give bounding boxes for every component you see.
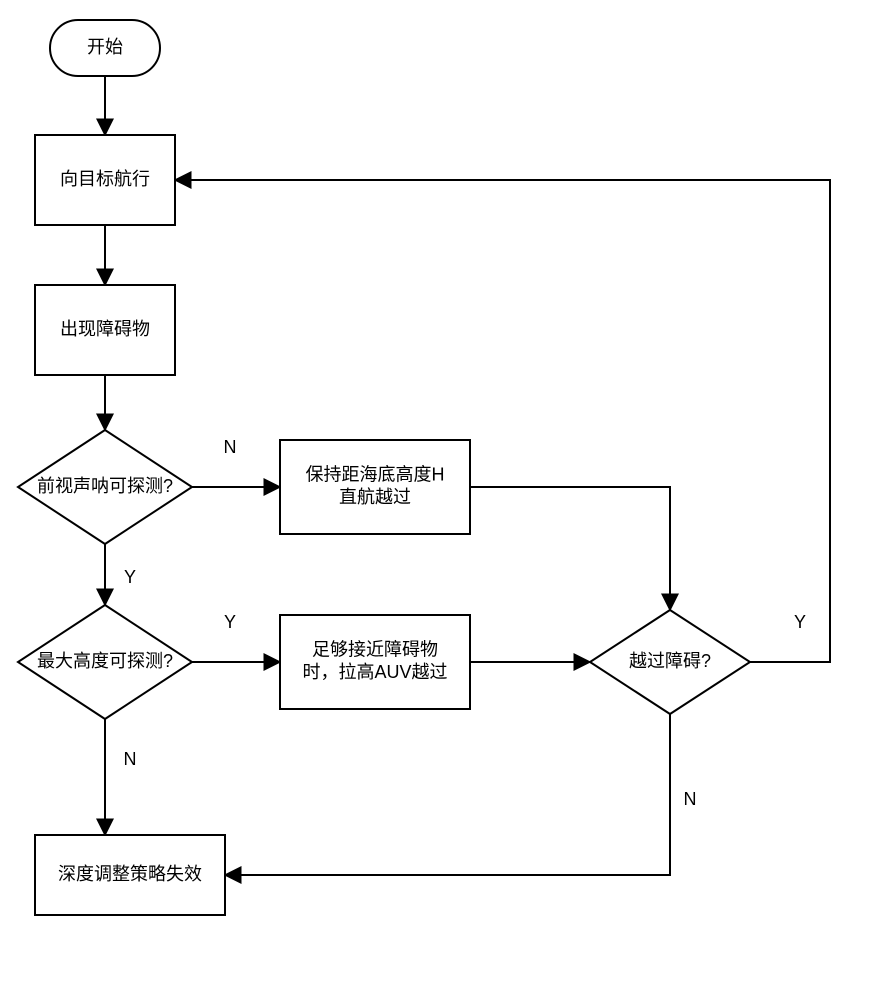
node-label: 最大高度可探测?: [37, 651, 173, 671]
edge-label: N: [124, 749, 137, 769]
edge-label: Y: [124, 567, 136, 587]
node-d3: 越过障碍?: [590, 610, 750, 714]
edge-label: Y: [794, 612, 806, 632]
node-nav: 向目标航行: [35, 135, 175, 225]
edge-d1-d2: Y: [105, 544, 136, 605]
node-fail: 深度调整策略失效: [35, 835, 225, 915]
node-label: 出现障碍物: [60, 319, 150, 339]
edge-keepH-d3_joint: [470, 487, 670, 610]
edge-d1-keepH: N: [192, 437, 280, 487]
edge-d2-raise: Y: [192, 612, 280, 662]
node-obst: 出现障碍物: [35, 285, 175, 375]
node-label: 前视声呐可探测?: [37, 476, 173, 496]
node-label: 保持距海底高度H: [306, 465, 445, 485]
node-label: 越过障碍?: [629, 651, 711, 671]
edge-label: N: [224, 437, 237, 457]
edge-d3-nav: Y: [175, 180, 830, 662]
edge-d2-fail: N: [105, 719, 137, 835]
node-label: 时，拉高AUV越过: [302, 662, 447, 682]
edge-d3-fail: N: [225, 714, 697, 875]
node-label: 开始: [87, 37, 123, 57]
node-label: 深度调整策略失效: [58, 864, 202, 884]
node-d1: 前视声呐可探测?: [18, 430, 192, 544]
node-label: 直航越过: [339, 487, 411, 507]
edge-label: N: [684, 789, 697, 809]
flowchart-nodes: 开始向目标航行出现障碍物前视声呐可探测? 保持距海底高度H直航越过最大高度可探测?…: [18, 20, 750, 915]
edge-label: Y: [224, 612, 236, 632]
node-start: 开始: [50, 20, 160, 76]
node-d2: 最大高度可探测?: [18, 605, 192, 719]
node-label: 足够接近障碍物: [312, 640, 438, 660]
node-label: 向目标航行: [60, 169, 150, 189]
node-raise: 足够接近障碍物时，拉高AUV越过: [280, 615, 470, 709]
node-keepH: 保持距海底高度H直航越过: [280, 440, 470, 534]
